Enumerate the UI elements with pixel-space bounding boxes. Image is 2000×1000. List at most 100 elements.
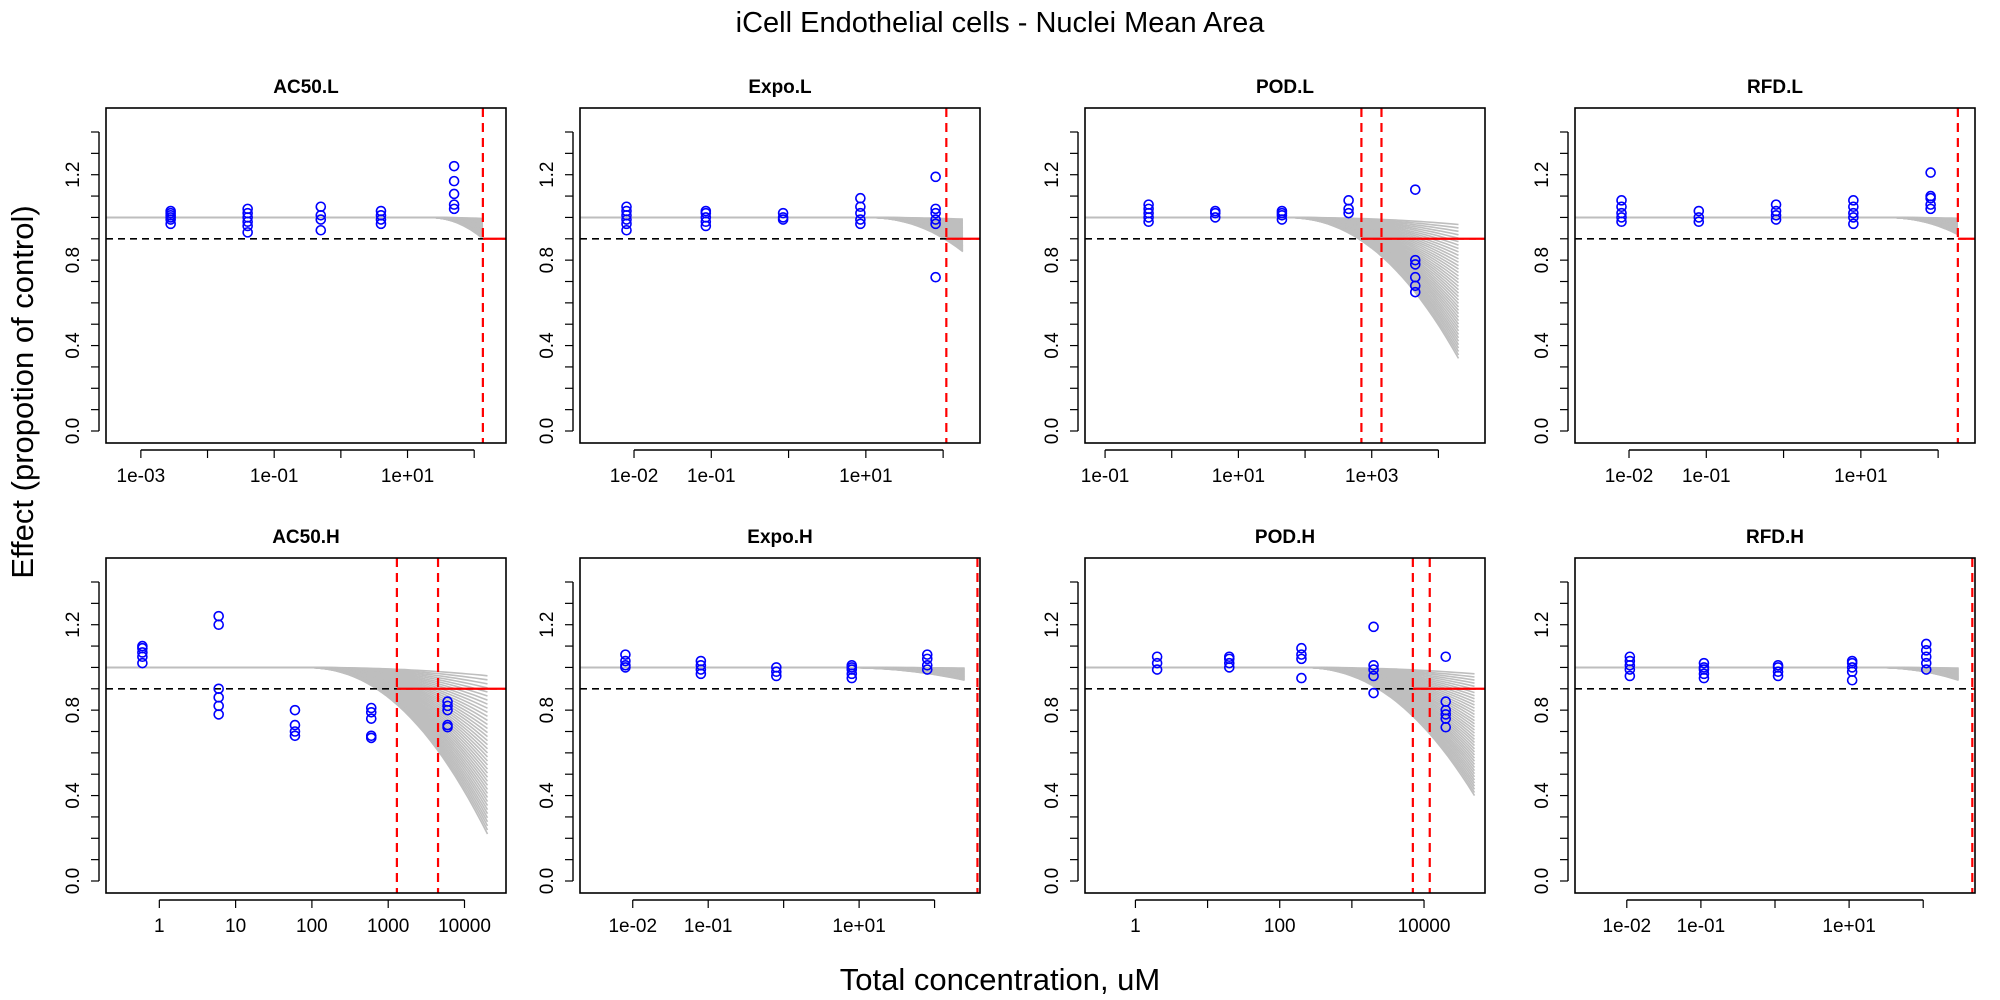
panel-pod-h: POD.H 0.0 0.4 0.8 1.2 1 100 10000 [1042,527,1486,937]
data-point [1848,201,1859,213]
x-tick-label: 1e-03 [117,466,166,487]
data-point [365,706,377,718]
data-point [1151,651,1163,663]
data-point [1846,674,1858,686]
data-point [315,201,327,213]
data-point [442,700,453,712]
fit-curve [106,216,484,239]
fit-curve [106,216,484,240]
data-point [448,203,460,215]
data-point [1848,212,1859,223]
fit-curve [1575,216,1959,234]
data-point [1296,672,1307,684]
y-tick-label: 1.2 [1532,612,1553,638]
x-tick-label: 1 [1130,916,1141,937]
fit-curve [106,216,484,237]
data-point [1296,642,1307,654]
fit-curve [1575,216,1959,232]
fit-curve [1575,216,1959,235]
data-point [777,212,789,223]
data-point [448,199,460,210]
data-point [1209,212,1221,223]
figure-x-label: Total concentration, uM [840,962,1161,997]
data-point [242,227,253,238]
data-point [1770,205,1782,217]
x-tick-label: 10000 [1398,916,1451,937]
y-tick-label: 0.0 [537,418,558,444]
data-point [930,218,941,230]
data-point [365,713,377,724]
fit-curve [106,216,484,231]
fit-curve [106,216,484,232]
data-point [375,205,387,217]
data-point [1772,666,1784,678]
x-tick-label: 1e+01 [1834,466,1887,487]
plot-area [1575,558,1975,893]
plot-frame [105,557,507,894]
fit-curve [1575,216,1959,229]
data-point [1770,209,1782,221]
y-tick-label: 0.4 [63,332,84,359]
fit-curve [106,216,484,230]
panel-ac50-h: AC50.H 0.0 0.4 0.8 1.2 1 10 100 1000 10000 [63,527,507,937]
y-tick-label: 0.4 [1532,332,1553,359]
plot-area [1575,108,1975,443]
data-point [137,647,148,658]
x-tick-label: 1e-01 [1677,916,1726,937]
fit-curve [1575,216,1959,235]
data-point [442,696,453,707]
data-point [1409,271,1421,283]
data-point [771,666,782,678]
fit-curve [106,216,484,235]
data-point [289,704,301,716]
data-point [1368,664,1379,675]
data-point [1848,207,1859,219]
plot-frame [579,557,981,894]
data-point [1151,664,1163,675]
data-point [315,214,327,225]
x-tick-label: 1e+01 [839,466,892,487]
fit-curve [106,216,484,239]
fit-curve [106,216,484,229]
data-point [1848,218,1859,230]
x-tick-label: 1e-01 [250,466,299,487]
fit-curve [106,216,484,238]
data-point [1624,655,1636,667]
y-tick-label: 1.2 [63,162,84,188]
x-tick-label: 1e+01 [381,466,434,487]
fit-curve [1575,216,1959,234]
data-point [448,188,460,200]
data-point [289,730,301,742]
fit-curve [580,216,964,253]
plot-area [1085,108,1485,443]
data-point [365,730,377,742]
y-tick-label: 1.2 [63,612,84,638]
data-point [620,655,631,667]
data-point [700,205,712,217]
data-point [620,649,631,660]
data-point [1698,662,1710,673]
data-point [137,657,148,669]
x-tick-label: 1e+01 [1822,916,1875,937]
data-point [1925,203,1936,215]
x-tick-label: 1 [154,916,165,937]
data-point [165,205,176,217]
plot-area [580,558,980,893]
panel-expo-h: Expo.H 0.0 0.4 0.8 1.2 1e-02 1e-01 1e+01 [537,527,981,937]
fit-curve [106,216,484,229]
data-point [289,726,301,737]
data-point [777,207,789,219]
data-point [855,192,866,204]
data-point [621,205,632,217]
data-point [1151,657,1163,669]
data-point [930,207,941,219]
data-point [1616,195,1627,206]
fit-curve [106,216,484,233]
plot-area [580,108,980,443]
fit-curve [106,216,484,228]
data-point [1276,205,1288,217]
fit-curve [1575,216,1959,231]
data-point [1624,670,1636,682]
data-point [242,203,253,215]
x-tick-label: 100 [296,916,328,937]
